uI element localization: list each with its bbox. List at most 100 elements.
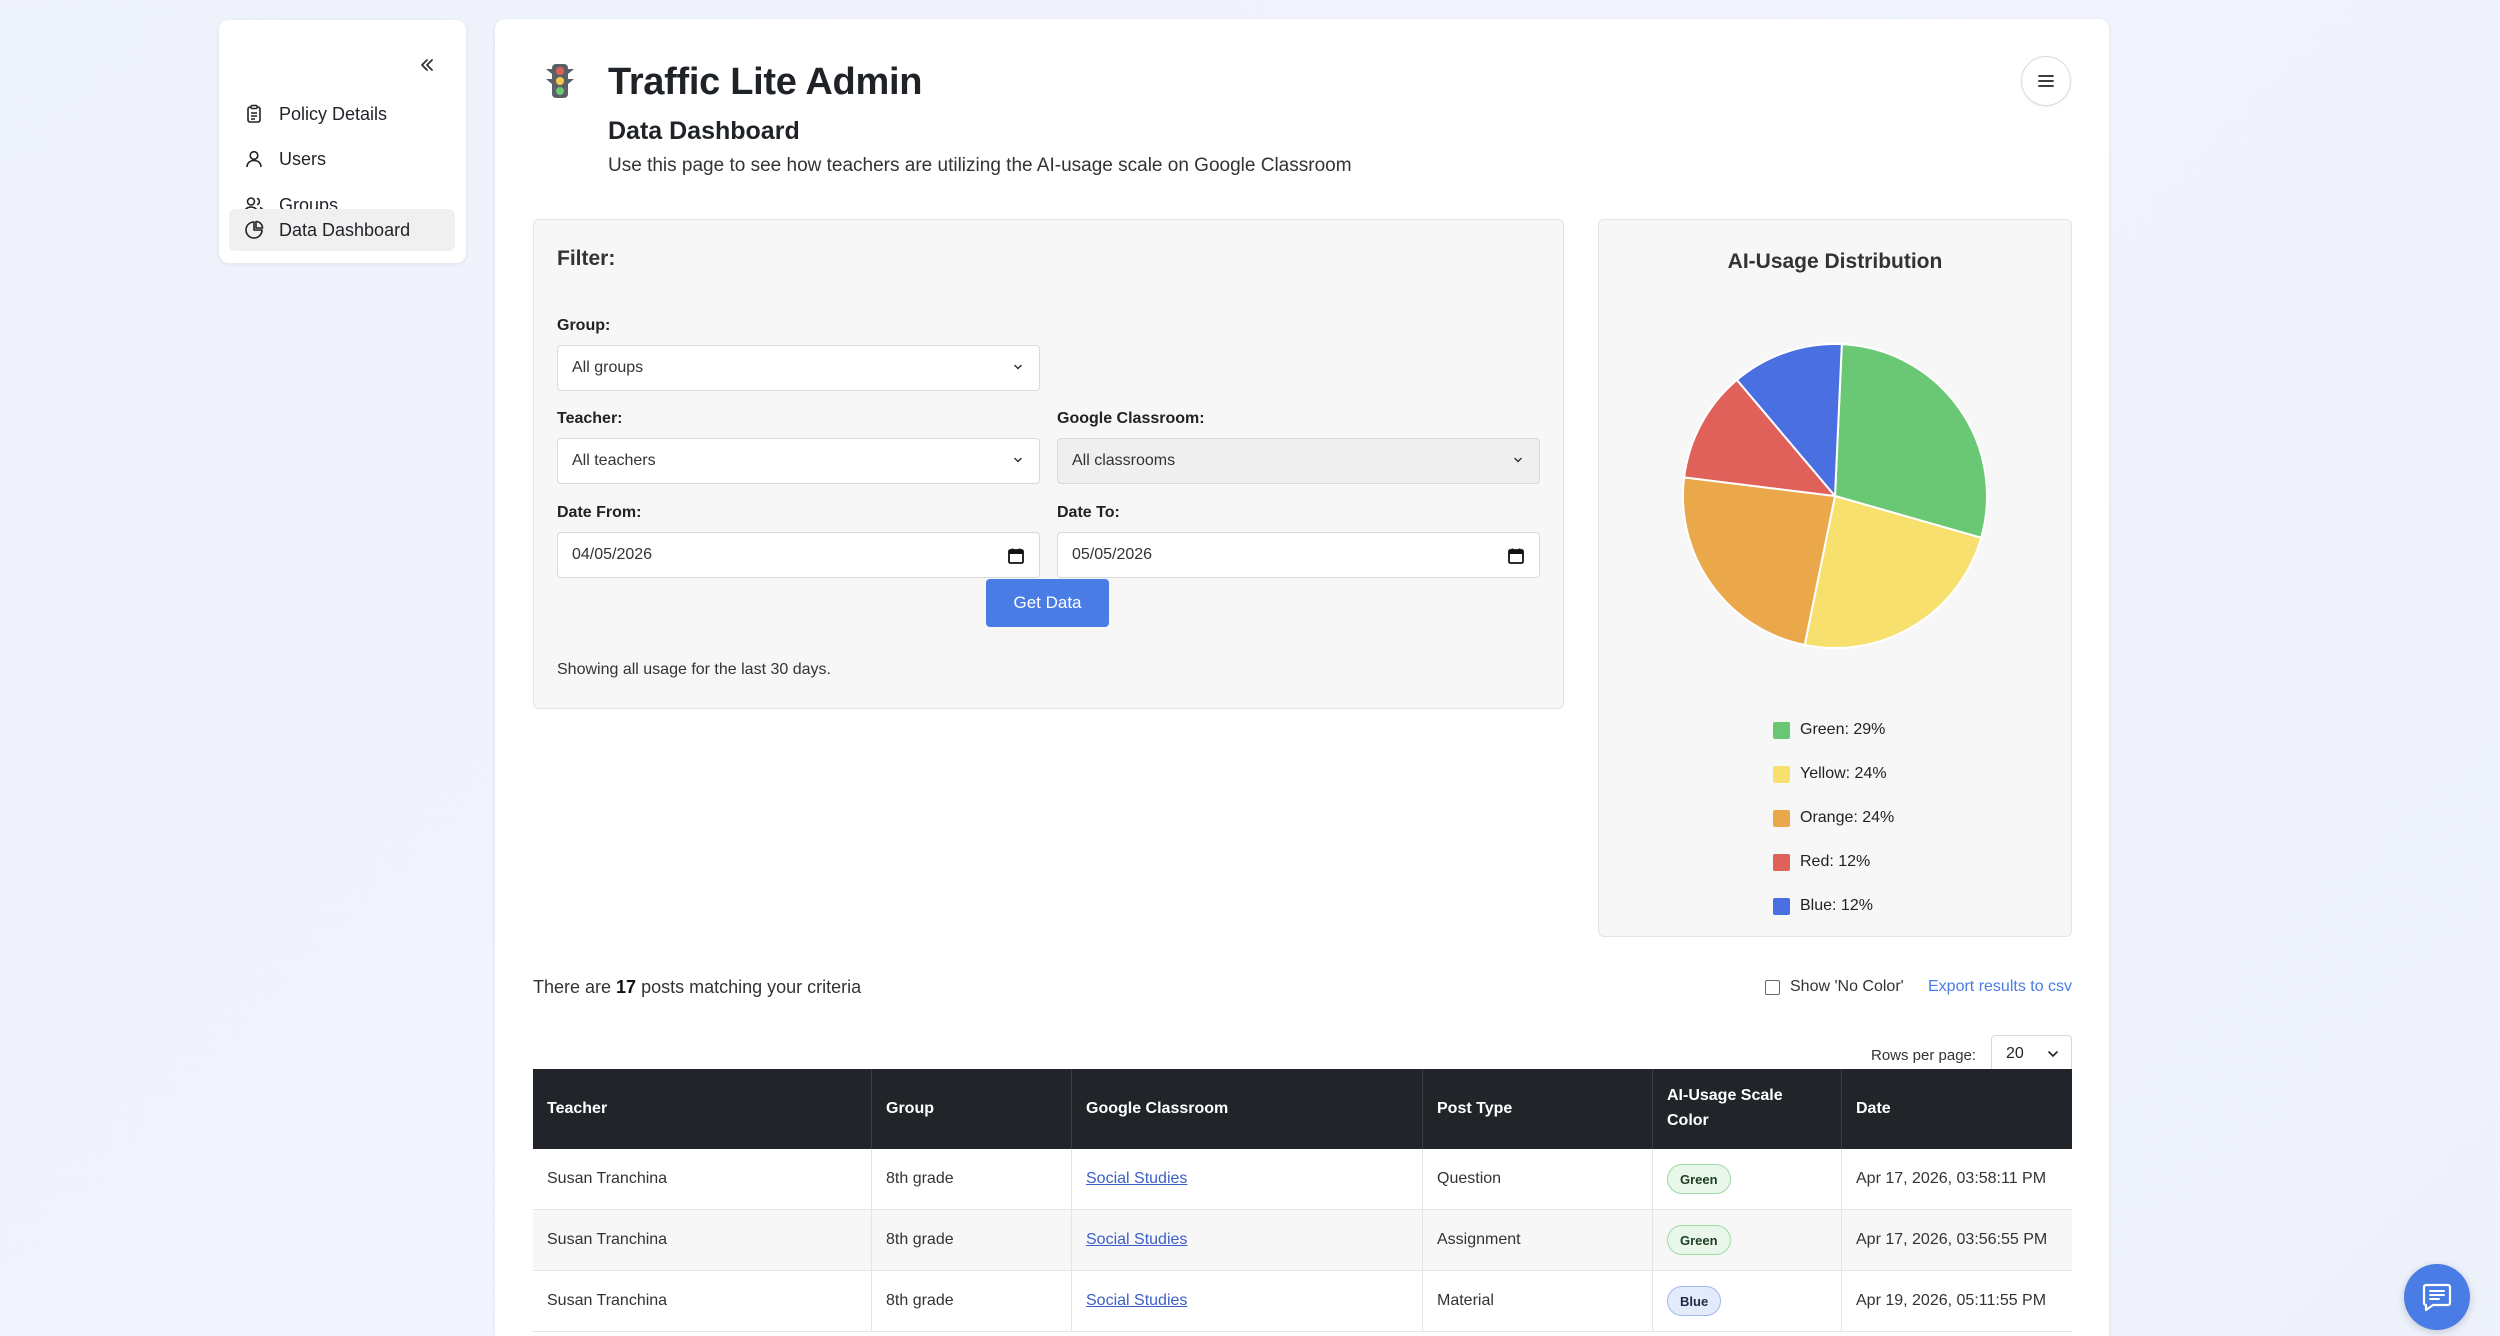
export-csv-link[interactable]: Export results to csv (1928, 978, 2073, 995)
legend-label: Blue: 12% (1800, 897, 1873, 914)
main-panel: Traffic Lite Admin Data Dashboard Use th… (495, 19, 2109, 1336)
results-count-number: 17 (616, 977, 637, 997)
double-chevron-left-icon[interactable] (414, 52, 440, 78)
classroom-link[interactable]: Social Studies (1086, 1170, 1188, 1187)
pie-slice-orange[interactable] (1682, 476, 1837, 647)
classroom-link[interactable]: Social Studies (1086, 1231, 1188, 1248)
cell-group-text: 8th grade (886, 1231, 954, 1248)
table-row: Susan Tranchina 8th grade Social Studies As… (533, 1210, 2072, 1271)
cell-post-type: Assignment (1423, 1210, 1653, 1270)
legend-label: Orange: 24% (1800, 809, 1895, 826)
legend-item-blue[interactable]: Blue: 12% (1773, 884, 1894, 928)
pie-chart (1682, 343, 1988, 649)
pie-slice-yellow[interactable] (1803, 494, 1983, 649)
cell-teacher-text: Susan Tranchina (547, 1292, 668, 1309)
checkbox[interactable] (1765, 979, 1780, 995)
group-select[interactable]: All groups (557, 345, 1040, 391)
page-description: Use this page to see how teachers are ut… (608, 155, 1352, 176)
teacher-select-value: All teachers (572, 452, 656, 469)
legend-swatch (1773, 809, 1790, 827)
filter-title: Filter: (557, 247, 616, 270)
results-count: There are 17 posts matching your criteri… (533, 977, 861, 998)
cell-teacher: Susan Tranchina (533, 1210, 872, 1270)
sidebar-item-users[interactable]: Users (229, 138, 455, 180)
rows-per-page-value: 20 (2006, 1044, 2024, 1062)
pie-chart-icon (243, 219, 265, 241)
pie-slice-green[interactable] (1833, 343, 1988, 539)
cell-date-text: Apr 17, 2026, 03:56:55 PM (1856, 1231, 2048, 1248)
cell-date-text: Apr 17, 2026, 03:58:11 PM (1856, 1170, 2047, 1187)
cell-group-text: 8th grade (886, 1170, 954, 1187)
table-body: Susan Tranchina 8th grade Social Studies Qu… (533, 1149, 2072, 1332)
status-badge: Green (1667, 1225, 1731, 1255)
column-header-teacher[interactable]: Teacher (533, 1069, 872, 1149)
group-select-value: All groups (572, 359, 644, 376)
pie-slice-red[interactable] (1683, 378, 1838, 498)
calendar-icon[interactable] (1007, 547, 1025, 570)
date-from-value: 04/05/2026 (572, 546, 653, 563)
date-to-value: 05/05/2026 (1072, 546, 1153, 563)
legend-item-yellow[interactable]: Yellow: 24% (1773, 752, 1894, 796)
cell-teacher-text: Susan Tranchina (547, 1231, 668, 1248)
cell-date: Apr 19, 2026, 05:11:55 PM (1842, 1271, 2072, 1331)
cell-post-type: Question (1423, 1149, 1653, 1209)
cell-post-type-text: Material (1437, 1292, 1494, 1309)
hamburger-icon[interactable] (2021, 56, 2071, 106)
column-header-group[interactable]: Group (872, 1069, 1072, 1149)
filter-panel: Filter: Group: All groups Teacher: All t… (533, 219, 1564, 709)
cell-classroom: Social Studies (1072, 1271, 1423, 1331)
sidebar-item-label: Policy Details (279, 103, 388, 124)
classroom-label: Google Classroom: (1057, 410, 1205, 427)
results-count-prefix: There are (533, 977, 617, 997)
column-header-date[interactable]: Date (1856, 1099, 1891, 1117)
chat-icon[interactable] (2404, 1264, 2470, 1330)
legend-swatch (1773, 853, 1790, 871)
status-badge: Green (1667, 1164, 1731, 1194)
sidebar-item-data-dashboard[interactable]: Data Dashboard (229, 209, 455, 251)
chart-panel: AI-Usage Distribution Green: 29% Yellow: … (1598, 219, 2072, 937)
cell-classroom: Social Studies (1072, 1149, 1423, 1209)
sidebar-item-label: Data Dashboard (279, 219, 411, 240)
table-row: Susan Tranchina 8th grade Social Studies Qu… (533, 1149, 2072, 1210)
classroom-select[interactable]: All classrooms (1057, 438, 1540, 484)
status-badge: Blue (1667, 1286, 1722, 1316)
rows-per-page-label: Rows per page: (1871, 1047, 1977, 1064)
calendar-icon[interactable] (1507, 547, 1525, 570)
get-data-button[interactable]: Get Data (986, 579, 1109, 627)
column-header-post-type[interactable]: Post Type (1423, 1069, 1653, 1149)
date-from-label: Date From: (557, 504, 642, 521)
cell-group-text: 8th grade (886, 1292, 954, 1309)
legend-item-red[interactable]: Red: 12% (1773, 840, 1894, 884)
legend-label: Red: 12% (1800, 853, 1871, 870)
legend-swatch (1773, 721, 1790, 739)
legend-label: Green: 29% (1800, 721, 1886, 738)
cell-classroom: Social Studies (1072, 1210, 1423, 1270)
teacher-select[interactable]: All teachers (557, 438, 1040, 484)
chart-legend: Green: 29% Yellow: 24% Orange: 24% Red: 12%… (1773, 708, 1894, 928)
column-header-classroom[interactable]: Google Classroom (1072, 1069, 1423, 1149)
column-header-color[interactable]: AI-Usage Scale Color (1653, 1069, 1842, 1149)
cell-date: Apr 17, 2026, 03:56:55 PM (1842, 1210, 2072, 1270)
legend-item-green[interactable]: Green: 29% (1773, 708, 1894, 752)
cell-group: 8th grade (872, 1210, 1072, 1270)
cell-color: Green (1653, 1210, 1842, 1270)
cell-post-type-text: Assignment (1437, 1231, 1521, 1248)
cell-group: 8th grade (872, 1149, 1072, 1209)
classroom-link[interactable]: Social Studies (1086, 1292, 1188, 1309)
sidebar: Policy Details Users Groups Data Dashboa… (219, 20, 466, 263)
show-no-color-checkbox[interactable]: Show 'No Color' (1765, 978, 1904, 996)
cell-teacher: Susan Tranchina (533, 1149, 872, 1209)
rows-per-page-select[interactable]: 20 (1991, 1035, 2072, 1072)
chevron-down-icon (1511, 453, 1525, 472)
legend-item-orange[interactable]: Orange: 24% (1773, 796, 1894, 840)
cell-teacher-text: Susan Tranchina (547, 1170, 668, 1187)
sidebar-item-label: Users (279, 148, 327, 169)
legend-label: Yellow: 24% (1800, 765, 1887, 782)
table-header: Teacher Group Google Classroom Post Type… (533, 1069, 2072, 1149)
sidebar-item-policy-details[interactable]: Policy Details (229, 93, 455, 135)
pie-slice-blue[interactable] (1735, 343, 1843, 499)
date-to-input[interactable]: 05/05/2026 (1057, 532, 1540, 578)
filter-note: Showing all usage for the last 30 days. (557, 661, 831, 678)
date-from-input[interactable]: 04/05/2026 (557, 532, 1040, 578)
show-no-color-label: Show 'No Color' (1790, 978, 1904, 995)
